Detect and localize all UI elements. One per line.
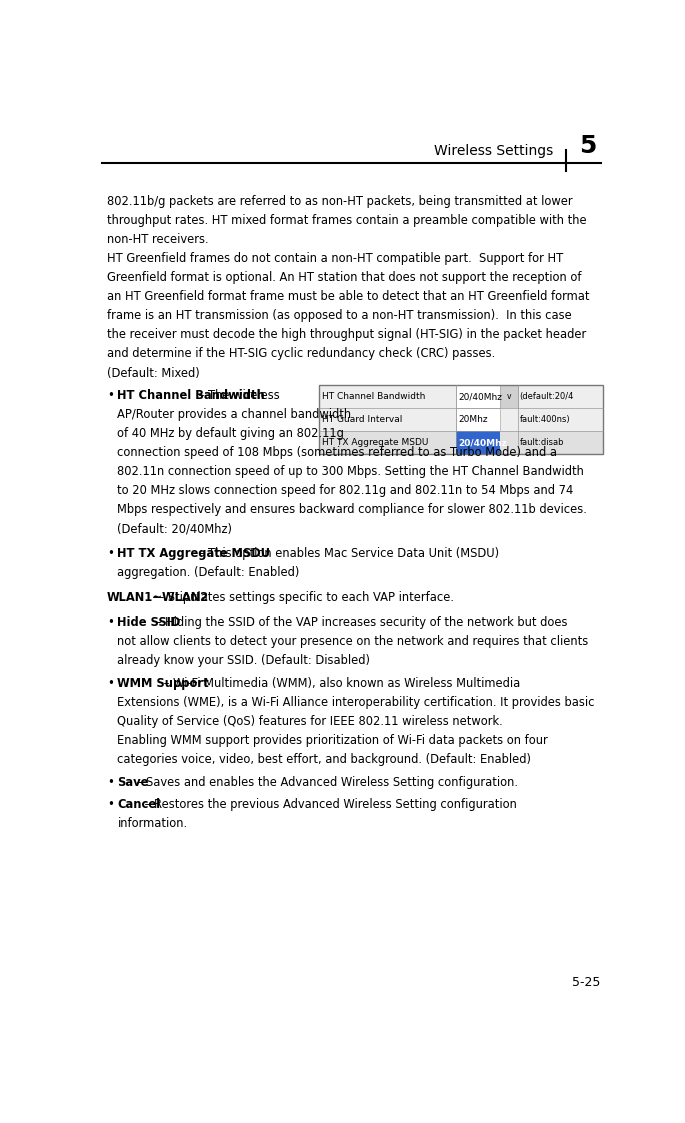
Text: the receiver must decode the high throughput signal (HT-SIG) in the packet heade: the receiver must decode the high throug… bbox=[107, 328, 586, 341]
Bar bbox=[319, 408, 603, 431]
Bar bbox=[456, 431, 499, 454]
Text: •: • bbox=[107, 615, 114, 629]
Text: Save: Save bbox=[118, 776, 149, 788]
Text: 5: 5 bbox=[579, 134, 596, 158]
Text: already know your SSID. (Default: Disabled): already know your SSID. (Default: Disabl… bbox=[118, 654, 371, 667]
Bar bbox=[456, 408, 499, 431]
Text: HT TX Aggregate MSDU: HT TX Aggregate MSDU bbox=[322, 438, 428, 447]
Text: not allow clients to detect your presence on the network and requires that clien: not allow clients to detect your presenc… bbox=[118, 634, 588, 648]
Text: Wireless Settings: Wireless Settings bbox=[434, 144, 553, 158]
Text: – Restores the previous Advanced Wireless Setting configuration: – Restores the previous Advanced Wireles… bbox=[140, 798, 516, 811]
Text: (default:20/4: (default:20/4 bbox=[520, 392, 574, 401]
Text: •: • bbox=[107, 547, 114, 560]
Bar bbox=[456, 385, 499, 408]
Bar bbox=[499, 385, 518, 408]
Bar bbox=[319, 385, 603, 454]
Text: 20Mhz: 20Mhz bbox=[458, 416, 488, 424]
Text: of 40 MHz by default giving an 802.11g: of 40 MHz by default giving an 802.11g bbox=[118, 428, 345, 440]
Text: – This option enables Mac Service Data Unit (MSDU): – This option enables Mac Service Data U… bbox=[195, 547, 499, 560]
Text: – Wi-Fi Multimedia (WMM), also known as Wireless Multimedia: – Wi-Fi Multimedia (WMM), also known as … bbox=[160, 676, 521, 690]
Text: (Default: Mixed): (Default: Mixed) bbox=[107, 366, 199, 380]
Text: throughput rates. HT mixed format frames contain a preamble compatible with the: throughput rates. HT mixed format frames… bbox=[107, 214, 586, 227]
Text: frame is an HT transmission (as opposed to a non-HT transmission).  In this case: frame is an HT transmission (as opposed … bbox=[107, 310, 571, 322]
Text: 802.11b/g packets are referred to as non-HT packets, being transmitted at lower: 802.11b/g packets are referred to as non… bbox=[107, 195, 573, 208]
Text: and determine if the HT-SIG cyclic redundancy check (CRC) passes.: and determine if the HT-SIG cyclic redun… bbox=[107, 347, 495, 360]
Text: •: • bbox=[107, 776, 114, 788]
Text: WLAN1~WLAN2: WLAN1~WLAN2 bbox=[107, 591, 209, 604]
Text: Quality of Service (QoS) features for IEEE 802.11 wireless network.: Quality of Service (QoS) features for IE… bbox=[118, 714, 503, 728]
Text: non-HT receivers.: non-HT receivers. bbox=[107, 234, 208, 246]
Text: HT Channel Bandwidth: HT Channel Bandwidth bbox=[118, 390, 265, 402]
Text: Extensions (WME), is a Wi-Fi Alliance interoperability certification. It provide: Extensions (WME), is a Wi-Fi Alliance in… bbox=[118, 695, 595, 709]
Text: connection speed of 108 Mbps (sometimes referred to as Turbo Mode) and a: connection speed of 108 Mbps (sometimes … bbox=[118, 447, 558, 459]
Text: HT Guard Interval: HT Guard Interval bbox=[322, 416, 402, 424]
Text: •: • bbox=[107, 390, 114, 402]
Bar bbox=[319, 431, 603, 454]
Text: HT Channel Bandwidth: HT Channel Bandwidth bbox=[322, 392, 425, 401]
Text: WMM Support: WMM Support bbox=[118, 676, 209, 690]
Text: Mbps respectively and ensures backward compliance for slower 802.11b devices.: Mbps respectively and ensures backward c… bbox=[118, 503, 587, 517]
Text: Greenfield format is optional. An HT station that does not support the reception: Greenfield format is optional. An HT sta… bbox=[107, 272, 582, 284]
Text: v: v bbox=[506, 392, 511, 401]
Text: AP/Router provides a channel bandwidth: AP/Router provides a channel bandwidth bbox=[118, 409, 351, 421]
Text: •: • bbox=[107, 798, 114, 811]
Text: categories voice, video, best effort, and background. (Default: Enabled): categories voice, video, best effort, an… bbox=[118, 752, 532, 766]
Text: HT TX Aggregate MSDU: HT TX Aggregate MSDU bbox=[118, 547, 271, 560]
Text: 20/40Mhz: 20/40Mhz bbox=[458, 438, 507, 447]
Text: fault:disab: fault:disab bbox=[520, 438, 564, 447]
Text: to 20 MHz slows connection speed for 802.11g and 802.11n to 54 Mbps and 74: to 20 MHz slows connection speed for 802… bbox=[118, 484, 574, 497]
Text: Enabling WMM support provides prioritization of Wi-Fi data packets on four: Enabling WMM support provides prioritiza… bbox=[118, 733, 548, 747]
Text: Cancel: Cancel bbox=[118, 798, 160, 811]
Text: – Hiding the SSID of the VAP increases security of the network but does: – Hiding the SSID of the VAP increases s… bbox=[152, 615, 568, 629]
Text: aggregation. (Default: Enabled): aggregation. (Default: Enabled) bbox=[118, 566, 300, 579]
Text: Hide SSID: Hide SSID bbox=[118, 615, 181, 629]
Text: HT Greenfield frames do not contain a non-HT compatible part.  Support for HT: HT Greenfield frames do not contain a no… bbox=[107, 253, 563, 265]
Text: 802.11n connection speed of up to 300 Mbps. Setting the HT Channel Bandwidth: 802.11n connection speed of up to 300 Mb… bbox=[118, 465, 584, 478]
Text: 5-25: 5-25 bbox=[572, 976, 601, 989]
Text: •: • bbox=[107, 676, 114, 690]
Bar bbox=[319, 385, 603, 408]
Text: 20/40Mhz: 20/40Mhz bbox=[458, 392, 502, 401]
Text: – The wireless: – The wireless bbox=[195, 390, 279, 402]
Text: information.: information. bbox=[118, 818, 188, 830]
Text: fault:400ns): fault:400ns) bbox=[520, 416, 570, 424]
Text: — Stipulates settings specific to each VAP interface.: — Stipulates settings specific to each V… bbox=[149, 591, 454, 604]
Text: (Default: 20/40Mhz): (Default: 20/40Mhz) bbox=[118, 522, 232, 536]
Text: – Saves and enables the Advanced Wireless Setting configuration.: – Saves and enables the Advanced Wireles… bbox=[133, 776, 518, 788]
Text: an HT Greenfield format frame must be able to detect that an HT Greenfield forma: an HT Greenfield format frame must be ab… bbox=[107, 291, 589, 303]
